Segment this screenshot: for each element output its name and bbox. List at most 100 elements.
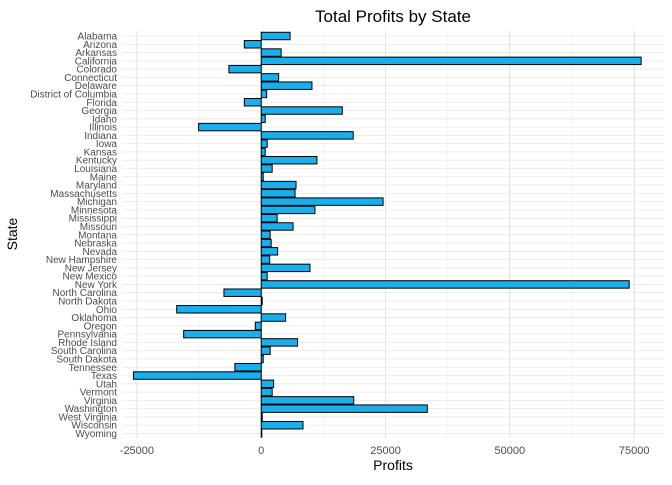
y-tick-label: Pennsylvania	[58, 330, 118, 341]
y-tick-label: Montana	[78, 230, 117, 241]
bar-north-dakota	[260, 296, 263, 306]
bar-louisiana	[260, 164, 273, 173]
bar-west-virginia	[260, 412, 263, 422]
bar-tennessee	[234, 363, 262, 372]
bar-michigan	[260, 197, 384, 206]
bar-oklahoma	[260, 313, 287, 322]
bar-rhode-island	[260, 338, 299, 347]
x-tick-labels: -25000 0 25000 50000 75000	[120, 445, 650, 457]
y-tick-label: Wisconsin	[71, 421, 117, 432]
y-tick-label: Utah	[96, 379, 117, 390]
y-tick-label: Massachusetts	[50, 189, 117, 200]
y-tick-label: Alabama	[78, 32, 118, 43]
y-tick-label: South Dakota	[56, 354, 117, 365]
bar-new-jersey	[260, 263, 311, 273]
bar-iowa	[260, 139, 268, 148]
y-tick-label: Ohio	[96, 305, 118, 316]
y-tick-label: California	[75, 56, 118, 67]
y-tick-label: Delaware	[75, 81, 118, 92]
bar-virginia	[260, 396, 355, 405]
y-tick-label: Arkansas	[75, 48, 117, 59]
x-tick-label: -25000	[120, 445, 154, 457]
y-tick-label: Washington	[65, 404, 117, 415]
bar-kansas	[260, 147, 266, 157]
bar-nebraska	[260, 238, 272, 248]
y-tick-label: Rhode Island	[58, 338, 117, 349]
y-tick-label: Michigan	[77, 197, 117, 208]
y-tick-label: Connecticut	[64, 73, 117, 84]
y-tick-label: Virginia	[84, 396, 118, 407]
bar-maryland	[260, 180, 297, 190]
bar-illinois	[198, 122, 262, 132]
bar-georgia	[260, 106, 343, 115]
y-tick-label: Tennessee	[69, 363, 118, 374]
y-tick-label: Nevada	[83, 247, 118, 258]
y-tick-label: Arizona	[83, 40, 117, 51]
bar-district-of-columbia	[260, 89, 268, 99]
bar-colorado	[228, 64, 262, 74]
chart-title: Total Profits by State	[315, 7, 471, 26]
bar-florida	[243, 98, 262, 107]
y-axis-label: State	[4, 217, 20, 250]
y-tick-label: Nebraska	[74, 239, 117, 250]
bar-arkansas	[260, 48, 282, 57]
y-tick-label: Florida	[86, 98, 117, 109]
bar-south-carolina	[260, 346, 271, 355]
y-tick-label: Minnesota	[71, 205, 118, 216]
bar-nevada	[260, 247, 279, 256]
y-tick-label: District of Columbia	[30, 89, 117, 100]
y-tick-label: Illinois	[89, 123, 117, 134]
bar-texas	[132, 371, 262, 380]
bar-washington	[260, 404, 428, 413]
bar-connecticut	[260, 73, 280, 82]
y-tick-label: Maryland	[76, 181, 117, 192]
y-tick-label: New Mexico	[63, 272, 118, 283]
y-tick-label: Mississippi	[69, 214, 117, 225]
x-tick-label: 50000	[495, 445, 526, 457]
y-tick-label: New Hampshire	[46, 255, 118, 266]
y-tick-label: Texas	[91, 371, 117, 382]
bar-ohio	[176, 305, 262, 314]
bar-new-mexico	[260, 271, 268, 281]
bar-missouri	[260, 222, 294, 231]
y-tick-label: Missouri	[80, 222, 117, 233]
bar-new-hampshire	[260, 255, 271, 264]
y-tick-label: Oregon	[84, 321, 117, 332]
bar-kentucky	[260, 155, 318, 165]
y-tick-label: Vermont	[80, 388, 117, 399]
bar-maine	[260, 172, 264, 182]
y-tick-label: Kentucky	[76, 156, 117, 167]
y-tick-label: Indiana	[84, 131, 117, 142]
bar-south-dakota	[260, 354, 264, 364]
bar-minnesota	[260, 205, 316, 215]
y-tick-label: Iowa	[96, 139, 118, 150]
y-tick-label: New York	[75, 280, 118, 291]
bar-alabama	[260, 31, 291, 41]
y-tick-label: Oklahoma	[71, 313, 117, 324]
bar-arizona	[243, 40, 262, 49]
y-tick-label: West Virginia	[58, 412, 117, 423]
y-tick-label: Georgia	[81, 106, 117, 117]
x-tick-label: 25000	[370, 445, 401, 457]
bar-massachusetts	[260, 189, 296, 198]
bar-vermont	[260, 387, 273, 397]
bar-wyoming	[260, 429, 263, 438]
bar-north-carolina	[223, 288, 262, 297]
bar-idaho	[260, 114, 266, 124]
bar-mississippi	[260, 213, 278, 223]
bar-delaware	[260, 81, 313, 90]
x-tick-label: 75000	[619, 445, 650, 457]
y-tick-label: Wyoming	[75, 429, 117, 440]
bar-wisconsin	[260, 420, 304, 430]
y-tick-label: North Carolina	[53, 288, 118, 299]
x-axis-label: Profits	[373, 457, 413, 473]
y-tick-label: Kansas	[84, 147, 117, 158]
y-tick-label: South Carolina	[51, 346, 118, 357]
bars	[132, 31, 642, 438]
y-tick-labels: AlabamaArizonaArkansasCaliforniaColorado…	[30, 32, 118, 441]
bar-indiana	[260, 131, 354, 140]
bar-new-york	[260, 280, 630, 289]
y-tick-label: Colorado	[76, 65, 117, 76]
